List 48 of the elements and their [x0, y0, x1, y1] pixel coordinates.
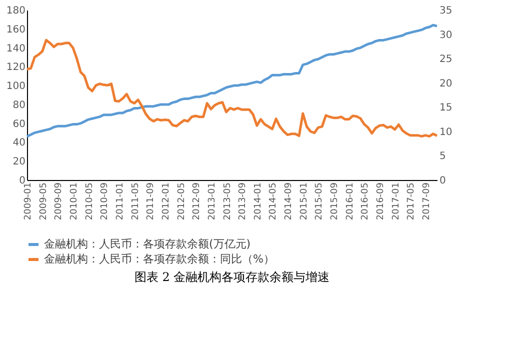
legend-label: 金融机构：人民币：各项存款余额(万亿元): [44, 238, 251, 250]
x-tick-label: 2016-05: [360, 182, 371, 220]
y2-tick-label: 30: [440, 30, 452, 41]
y-tick-label: 120: [6, 62, 26, 74]
x-tick-label: 2017-05: [406, 182, 417, 220]
x-tick-label: 2014-05: [268, 182, 279, 220]
x-tick-label: 2012-05: [176, 182, 187, 220]
y-tick-label: 140: [6, 43, 26, 54]
x-tick-label: 2011-09: [146, 182, 156, 220]
x-tick-label: 2009-05: [38, 182, 49, 220]
x-tick-label: 2013-09: [238, 182, 248, 220]
y-tick-label: 20: [12, 156, 26, 168]
x-tick-label: 2014-09: [284, 182, 294, 220]
y-tick-label: 80: [12, 100, 26, 111]
y2-tick-label: 15: [440, 102, 452, 114]
x-tick-label: 2012-09: [192, 182, 202, 220]
x-tick-label: 2017-09: [422, 182, 432, 220]
y-tick-label: 40: [12, 138, 26, 149]
y2-tick-label: 5: [440, 151, 446, 162]
y-tick-label: 60: [12, 118, 26, 130]
y-tick-label: 0: [19, 176, 26, 186]
x-tick-label: 2014-01: [253, 182, 264, 220]
y2-tick-label: 0: [440, 176, 446, 186]
y2-tick-label: 20: [440, 78, 452, 90]
text: 图表 2 金融机构各项存款余额与增速: [134, 270, 330, 284]
x-tick-label: 2011-01: [115, 182, 126, 220]
x-tick-label: 2015-05: [314, 182, 325, 220]
y2-tick-label: 25: [440, 54, 452, 66]
x-tick-label: 2016-01: [345, 182, 356, 220]
x-tick-label: 2013-05: [222, 182, 233, 220]
x-tick-label: 2017-01: [391, 182, 402, 220]
x-tick-label: 2016-09: [376, 182, 386, 220]
x-tick-label: 2009-01: [24, 182, 34, 220]
x-tick-label: 2013-01: [207, 182, 218, 220]
x-tick-label: 2009-09: [54, 182, 64, 220]
x-tick-label: 2012-01: [161, 182, 172, 220]
y2-tick-label: 10: [440, 126, 452, 138]
y-tick-label: 180: [6, 6, 26, 16]
y2-tick-label: 35: [440, 6, 452, 16]
y-tick-label: 160: [6, 24, 26, 36]
y-tick-label: 100: [6, 81, 26, 92]
x-tick-label: 2010-09: [100, 182, 110, 220]
x-tick-label: 2015-01: [299, 182, 310, 220]
x-tick-label: 2010-05: [84, 182, 95, 220]
x-tick-label: 2015-09: [330, 182, 340, 220]
legend-label: 金融机构：人民币：各项存款余额：同比（%）: [44, 252, 274, 266]
x-tick-label: 2010-01: [69, 182, 80, 220]
x-tick-label: 2011-05: [130, 182, 141, 220]
